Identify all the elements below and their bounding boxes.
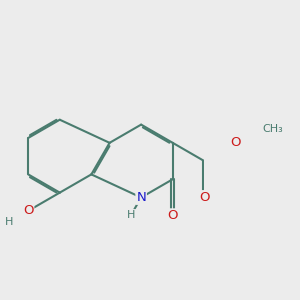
Text: O: O <box>167 209 178 222</box>
Text: H: H <box>5 217 14 227</box>
Text: CH₃: CH₃ <box>262 124 283 134</box>
Text: O: O <box>231 136 241 149</box>
Text: N: N <box>136 191 146 204</box>
Text: H: H <box>127 210 135 220</box>
Text: O: O <box>199 191 209 204</box>
Text: O: O <box>23 204 34 217</box>
